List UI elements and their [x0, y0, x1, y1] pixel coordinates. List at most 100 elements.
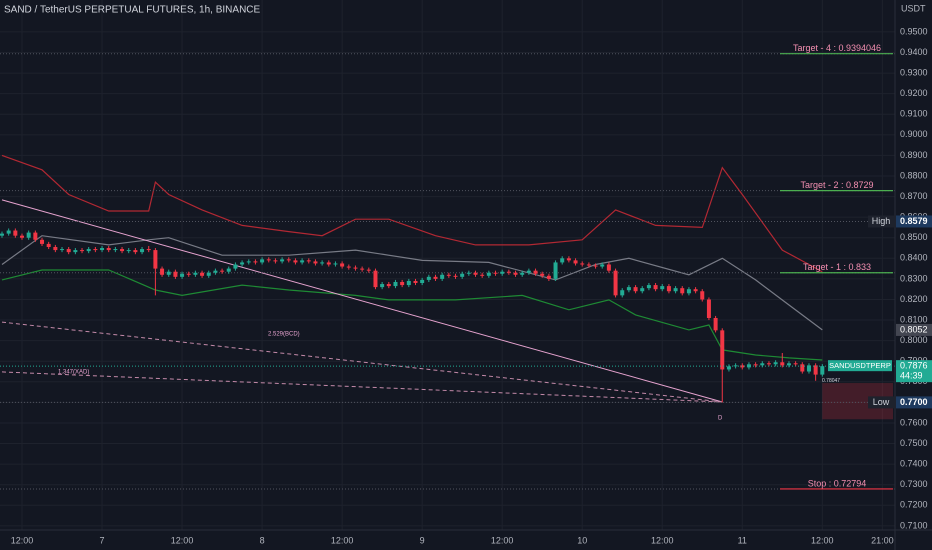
candle-body [393, 281, 398, 287]
candle-body [60, 249, 65, 251]
y-tick-label: 0.8200 [900, 294, 928, 304]
candle-body [500, 271, 505, 274]
candle-body [520, 272, 525, 275]
candle-body [760, 363, 765, 366]
badge-value-bg [896, 215, 932, 228]
candle-body [273, 260, 278, 262]
candle-body [286, 259, 291, 261]
badge-name: High [872, 216, 891, 226]
candle-body [766, 363, 771, 365]
candle-body [306, 260, 311, 262]
level-label: Target - 2 : 0.8729 [800, 180, 873, 190]
candle-body [106, 248, 111, 251]
candle-body [720, 330, 725, 370]
candle-body [640, 288, 645, 292]
candle-body [540, 273, 545, 276]
x-tick-label: 9 [420, 535, 425, 545]
y-tick-label: 0.7200 [900, 500, 928, 510]
indicator-badge [896, 323, 932, 336]
candle-body [706, 299, 711, 318]
candle-body [186, 273, 191, 275]
candle-body [486, 272, 491, 276]
candle-body [553, 262, 558, 279]
badge-value-bg [896, 396, 932, 409]
candle-body [360, 268, 365, 270]
candle-body [726, 366, 731, 370]
candle-body [773, 362, 778, 365]
candle-body [413, 280, 418, 284]
candle-body [633, 287, 638, 292]
candle-body [606, 264, 611, 271]
candle-body [593, 265, 598, 267]
candle-body [320, 262, 325, 264]
candle-body [446, 274, 451, 276]
candle-body [546, 275, 551, 279]
candle-body [20, 235, 25, 238]
pattern-line [1, 321, 723, 403]
candle-body [493, 272, 498, 274]
candle-body [786, 363, 791, 366]
x-tick-label: 11 [738, 535, 747, 545]
candle-body [793, 363, 798, 365]
candle-body [246, 261, 251, 263]
badge-value: 0.7700 [900, 397, 928, 407]
candle-body [326, 262, 331, 265]
candle-body [206, 272, 211, 276]
candle-body [813, 365, 818, 375]
candle-body [686, 289, 691, 294]
candle-body [406, 280, 411, 286]
candle-body [746, 364, 751, 368]
y-tick-label: 0.9400 [900, 47, 928, 57]
level-label: Target - 4 : 0.9394046 [793, 43, 881, 53]
candle-body [353, 267, 358, 269]
candle-body [126, 250, 131, 252]
candle-body [340, 263, 345, 267]
candle-body [526, 270, 531, 273]
candle-body [460, 273, 465, 277]
candle-body [660, 286, 665, 290]
x-tick-label: 12:00 [811, 535, 834, 545]
candle-body [240, 262, 245, 265]
candle-body [740, 365, 745, 368]
candle-body [426, 276, 431, 280]
chart-title: SAND / TetherUS PERPETUAL FUTURES, 1h, B… [4, 5, 261, 16]
candle-body [373, 270, 378, 288]
candle-body [266, 259, 271, 261]
candle-body [6, 230, 11, 234]
candle-body [800, 364, 805, 372]
annotation: D [718, 416, 723, 422]
y-tick-label: 0.8100 [900, 314, 928, 324]
annotation: 2.529(BCD) [268, 332, 300, 338]
candle-body [100, 248, 105, 251]
badge-name-bg [868, 215, 895, 228]
symbol-badge [828, 360, 892, 372]
x-tick-label: 12:00 [491, 535, 514, 545]
candle-body [573, 260, 578, 264]
candle-body [666, 286, 671, 292]
candle-body [473, 272, 478, 275]
y-tick-label: 0.9300 [900, 67, 928, 77]
candle-body [160, 268, 165, 275]
candle-body [386, 284, 391, 287]
candle-body [333, 263, 338, 265]
y-tick-label: 0.7500 [900, 438, 928, 448]
badge-value: 0.8579 [900, 216, 928, 226]
candle-body [453, 275, 458, 277]
candle-body [420, 279, 425, 284]
x-tick-label: 12:00 [651, 535, 674, 545]
candle-body [586, 264, 591, 266]
candle-body [613, 270, 618, 296]
candle-body [33, 232, 38, 240]
candle-body [180, 273, 185, 277]
y-tick-label: 0.9500 [900, 26, 928, 36]
candle-body [780, 362, 785, 366]
candle-body [366, 269, 371, 271]
candle-body [626, 287, 631, 291]
candle-body [86, 249, 91, 252]
candle-body [600, 264, 605, 267]
candle-body [280, 259, 285, 262]
x-tick-label: 8 [260, 535, 265, 545]
candle-body [513, 272, 518, 275]
